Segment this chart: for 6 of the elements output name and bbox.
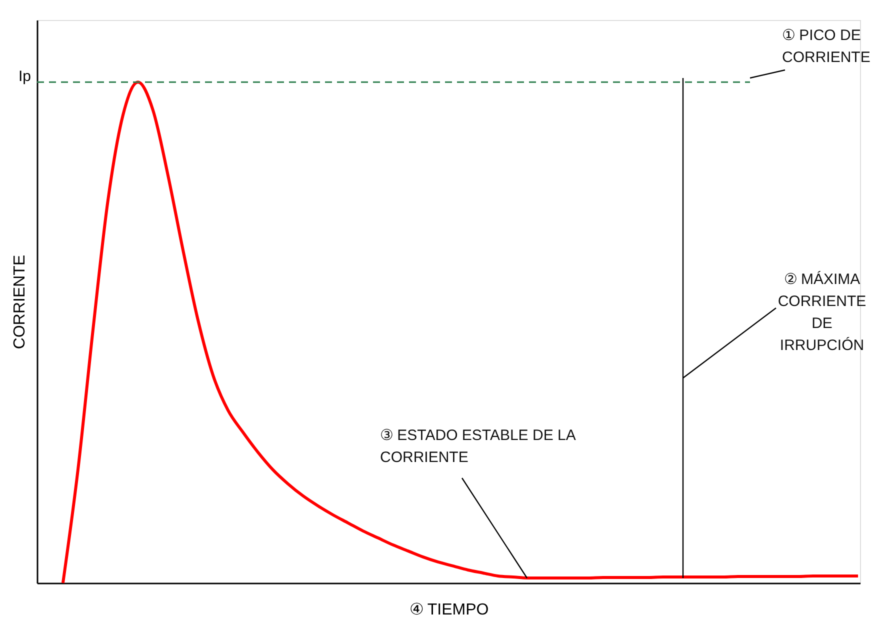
x-axis-title: ④ TIEMPO — [409, 602, 489, 618]
text: ① PICO DE CORRIENTE — [782, 27, 870, 66]
annotation: ③ ESTADO ESTABLE DE LA CORRIENTE — [380, 427, 576, 466]
y-axis-title: CORRIENTE — [12, 254, 28, 350]
annotation: ② MÁXIMA CORRIENTE DE IRRUPCIÓN — [778, 270, 866, 354]
ref-line-label: Ip — [18, 68, 31, 86]
